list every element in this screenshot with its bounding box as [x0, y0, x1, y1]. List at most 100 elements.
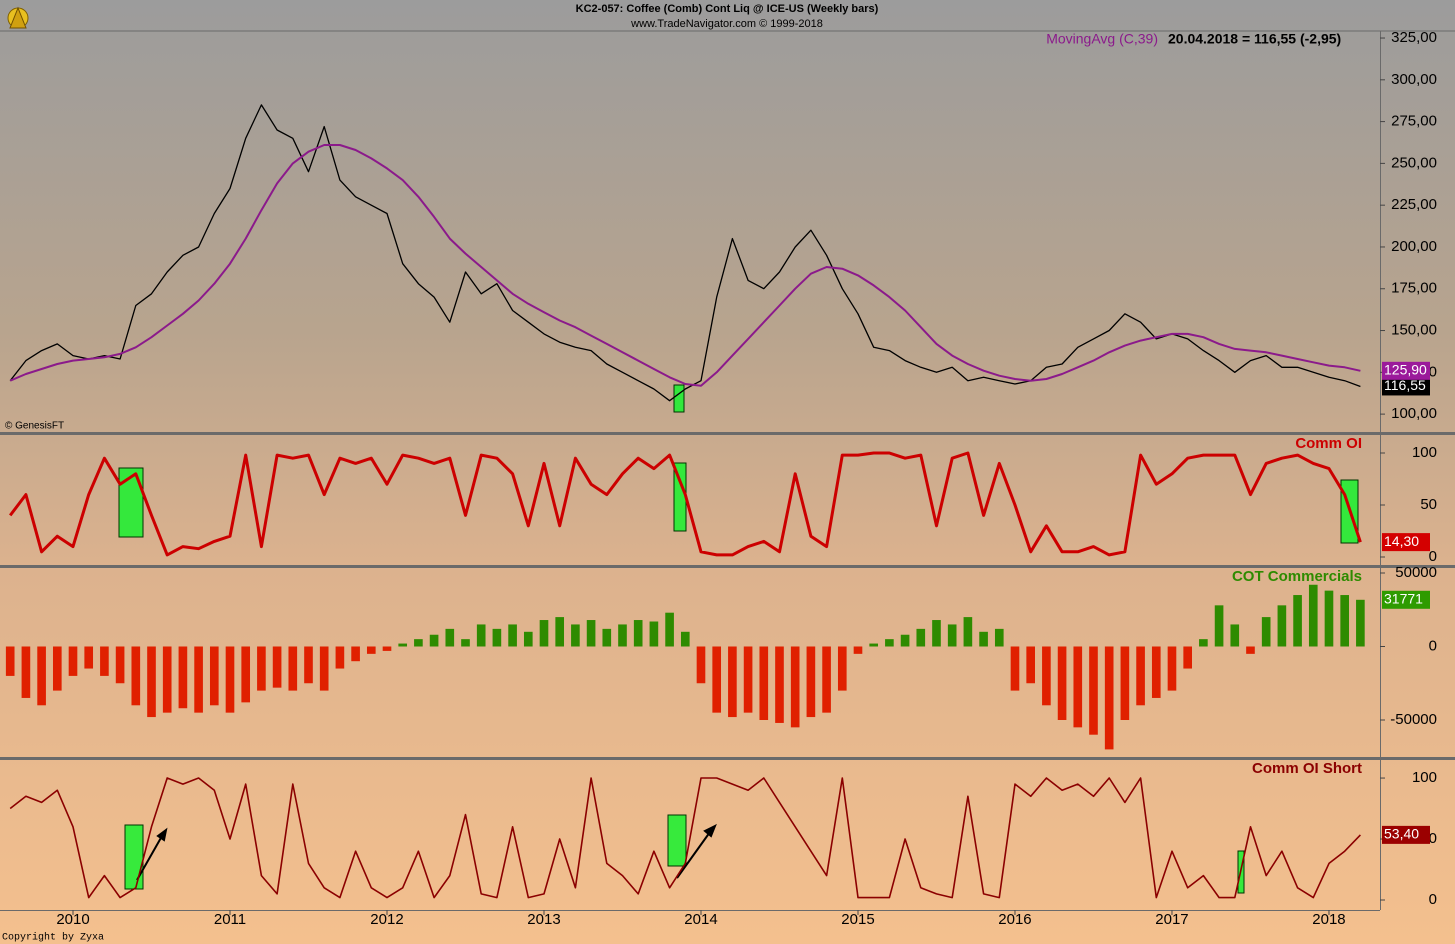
end-tag [1382, 361, 1430, 380]
bar [539, 620, 549, 647]
bar [147, 646, 156, 718]
bar [257, 646, 266, 691]
x-tick-label: 2016 [998, 911, 1031, 928]
y-tick-label: 100,00 [1391, 405, 1437, 422]
y-tick-label: -50000 [1390, 711, 1437, 728]
bar [1073, 646, 1083, 728]
bar [555, 617, 565, 647]
bar [885, 639, 894, 647]
end-tag [1382, 590, 1430, 609]
bar [1026, 646, 1035, 684]
bar [461, 639, 470, 647]
panel-title: COT Commercials [1232, 568, 1362, 585]
bar [131, 646, 141, 706]
copyright: Copyright by Zyxa [2, 932, 104, 944]
bar [1246, 646, 1255, 654]
bar [335, 646, 345, 669]
bar [366, 646, 376, 654]
end-tag [1382, 533, 1430, 552]
x-tick-label: 2011 [214, 911, 246, 928]
bar [476, 624, 486, 647]
y-tick-label: 175,00 [1391, 280, 1437, 297]
end-tag-label: 31771 [1384, 590, 1423, 606]
bar [5, 646, 15, 676]
bar [806, 646, 816, 718]
bar [1293, 595, 1302, 647]
y-tick-label: 250,00 [1391, 154, 1437, 171]
x-tick-label: 2014 [684, 911, 717, 928]
bar [398, 643, 408, 647]
series-line [9, 451, 1362, 557]
y-tick-label: 300,00 [1391, 71, 1437, 88]
bar [414, 639, 423, 647]
x-tick-label: 2017 [1155, 911, 1188, 928]
end-tag [1382, 825, 1430, 844]
bar [712, 646, 722, 713]
bar [272, 646, 282, 688]
bar [1183, 646, 1192, 669]
bar [822, 646, 831, 713]
bar [963, 617, 973, 647]
end-tag-label: 116,55 [1384, 377, 1426, 393]
y-tick-label: 0 [1429, 891, 1437, 908]
legend-value: 20.04.2018 = 116,55 (-2,95) [1168, 31, 1341, 47]
series-line [9, 104, 1361, 402]
bar [1277, 605, 1287, 647]
bar [900, 634, 910, 647]
bar [618, 624, 627, 647]
bar [728, 646, 737, 718]
arrows [136, 823, 717, 881]
x-tick-label: 2013 [527, 911, 560, 928]
bar [52, 646, 62, 691]
y-tick-label: 0 [1429, 637, 1437, 654]
x-tick-label: 2018 [1312, 911, 1345, 928]
bar [1120, 646, 1130, 720]
logo [7, 6, 29, 29]
bar [1089, 646, 1098, 735]
bar [586, 620, 596, 647]
bar [680, 631, 690, 647]
bar [225, 646, 235, 713]
bar [649, 621, 659, 647]
bar [351, 646, 360, 662]
bar [492, 628, 502, 647]
bar [100, 646, 109, 676]
end-tag-label: 53,40 [1384, 826, 1419, 842]
bar [382, 646, 392, 651]
panel-frames [0, 30, 1455, 911]
bar [665, 612, 674, 647]
y-tick-label: 275,00 [1391, 113, 1437, 130]
bar [1167, 646, 1177, 691]
chart-title: KC2-057: Coffee (Comb) Cont Liq @ ICE-US… [576, 3, 879, 15]
bar [68, 646, 78, 676]
series-line [9, 144, 1361, 387]
bar [1356, 599, 1365, 647]
bar [869, 643, 879, 647]
bar [319, 646, 329, 691]
bar [1324, 590, 1334, 647]
bar [288, 646, 298, 691]
bar [37, 646, 46, 706]
bar [979, 631, 988, 647]
panel-title: Comm OI Short [1252, 760, 1362, 777]
bar [1308, 584, 1318, 647]
bar [916, 628, 926, 647]
bar [775, 646, 784, 723]
bar [1199, 639, 1208, 647]
y-tick-label: 0 [1429, 548, 1437, 565]
bar [445, 628, 455, 647]
bar [932, 620, 941, 647]
bar [1340, 595, 1349, 647]
bar [162, 646, 172, 713]
bar [304, 646, 313, 684]
series-line [9, 777, 1361, 899]
bar [21, 646, 31, 698]
bar [1057, 646, 1067, 720]
bar [947, 624, 957, 647]
bar [209, 646, 219, 706]
bar [508, 624, 517, 647]
x-tick-label: 2010 [56, 911, 89, 928]
legend-name: MovingAvg (C,39) [1046, 31, 1158, 47]
